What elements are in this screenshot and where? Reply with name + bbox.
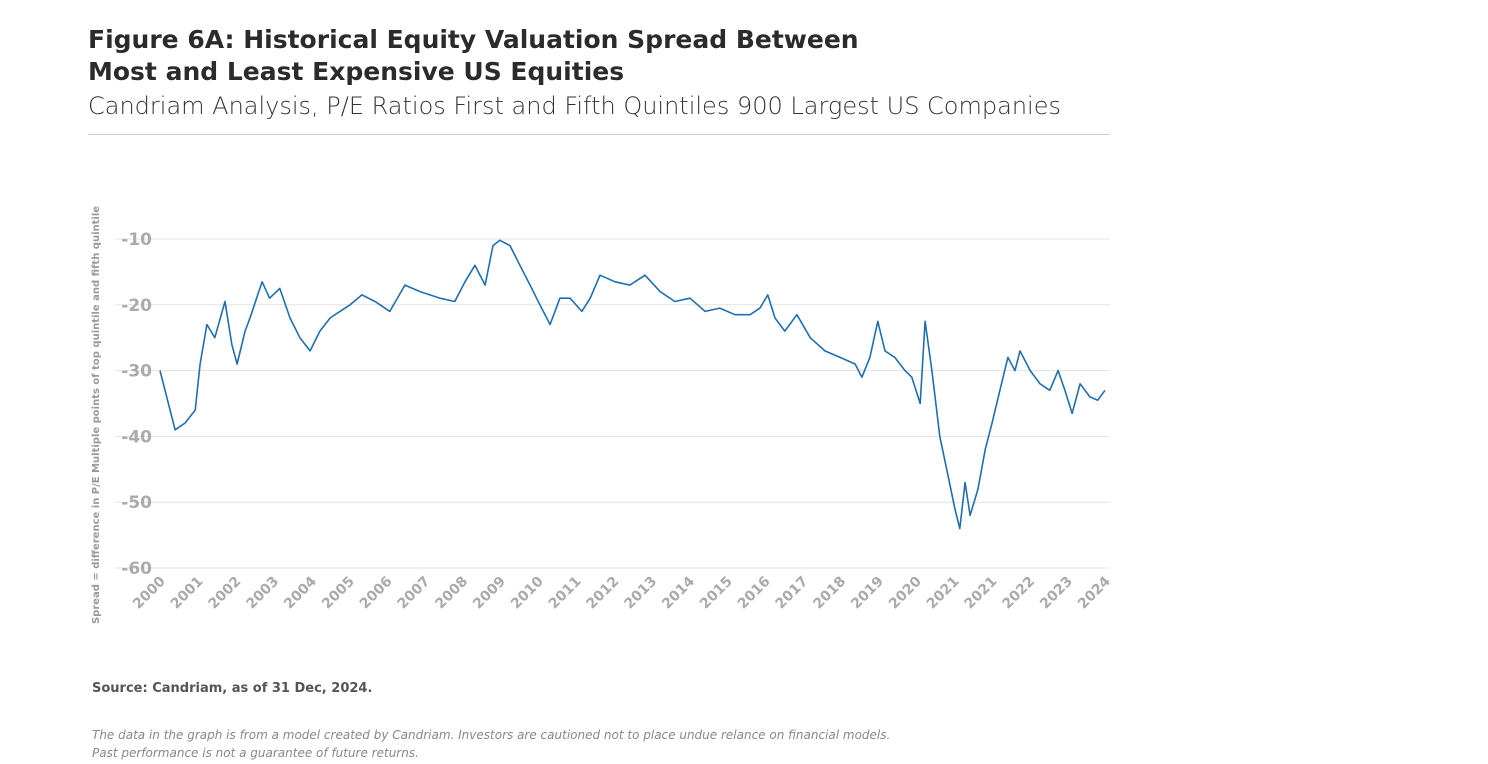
subtitle: Candriam Analysis, P/E Ratios First and …	[88, 92, 1061, 120]
x-tick-label: 2017	[773, 574, 812, 613]
x-tick-label: 2011	[546, 574, 585, 613]
y-axis-title: Spread = difference in P/E Multiple poin…	[91, 206, 102, 624]
disclaimer: Past performance is not a guarantee of f…	[92, 746, 419, 760]
x-tick-label: 2019	[848, 574, 887, 613]
x-tick-label: 2005	[319, 574, 358, 613]
title: Figure 6A: Historical Equity Valuation S…	[88, 25, 859, 86]
x-tick-label: 2010	[508, 573, 547, 612]
x-tick-label: 2009	[470, 574, 509, 613]
x-tick-label: 2013	[621, 574, 660, 613]
x-tick-label: 2022	[999, 574, 1038, 613]
disclaimer: The data in the graph is from a model cr…	[92, 728, 891, 742]
y-tick-label: -10	[121, 230, 152, 250]
x-tick-label: 2002	[206, 574, 245, 613]
x-tick-label: 2023	[1037, 574, 1076, 613]
x-tick-label: 2020	[886, 573, 925, 612]
y-tick-label: -50	[121, 493, 152, 513]
x-tick-label: 2000	[130, 573, 169, 612]
x-tick-label: 2021	[962, 574, 1001, 613]
y-tick-label: -20	[121, 296, 152, 316]
data-line	[159, 239, 1106, 530]
source: Source: Candriam, as of 31 Dec, 2024.	[92, 681, 373, 696]
x-tick-label: 2014	[659, 573, 698, 612]
x-tick-label: 2018	[810, 574, 849, 613]
x-tick-label: 2012	[584, 574, 623, 613]
x-tick-label: 2007	[395, 574, 434, 613]
y-tick-label: -30	[121, 362, 152, 382]
x-tick-label: 2008	[432, 574, 471, 613]
x-tick-label: 2006	[357, 574, 396, 613]
x-tick-label: 2021	[924, 574, 963, 613]
y-tick-label: -60	[121, 559, 152, 579]
x-tick-label: 2003	[243, 574, 282, 613]
y-tick-label: -40	[121, 427, 152, 447]
x-tick-label: 2004	[281, 573, 320, 612]
x-tick-label: 2001	[168, 574, 207, 613]
x-tick-label: 2015	[697, 574, 736, 613]
divider	[88, 134, 1110, 135]
x-tick-label: 2024	[1075, 573, 1114, 612]
x-tick-label: 2016	[735, 574, 774, 613]
